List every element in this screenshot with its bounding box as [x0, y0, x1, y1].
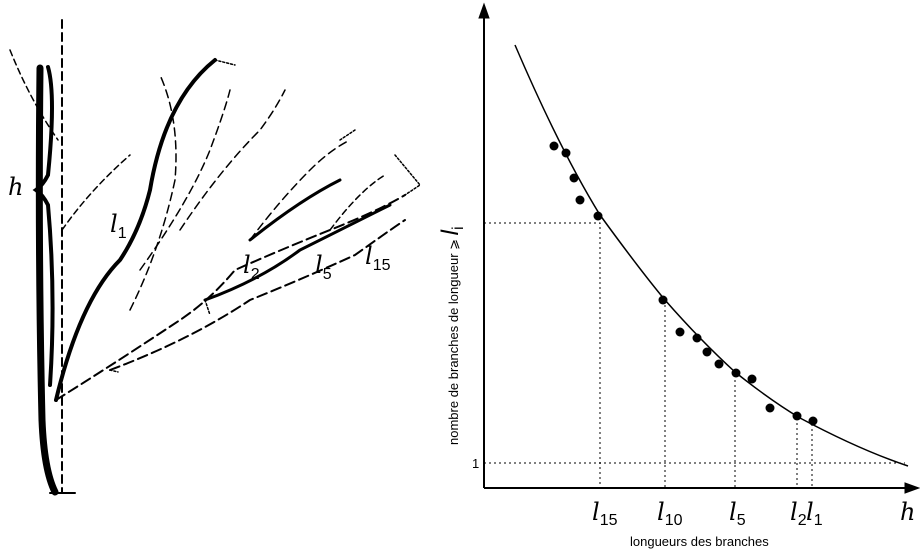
label-part: i — [450, 226, 467, 230]
branch — [248, 178, 342, 242]
label-part: l — [243, 251, 251, 279]
guides — [484, 222, 905, 488]
x-tick-label: l15 — [592, 498, 618, 529]
label-part: l — [110, 210, 118, 238]
height-label: h — [8, 173, 23, 201]
label-part: l — [806, 498, 814, 526]
label-part: l — [437, 229, 464, 235]
x-axis-label: longueurs des branches — [630, 534, 769, 549]
tree-labels: h l1 l2 l5 l15 — [8, 173, 391, 283]
branch-label: l5 — [315, 251, 332, 283]
label-part: 1 — [118, 225, 127, 242]
label-part: 5 — [737, 512, 746, 529]
fitted-curve — [514, 44, 909, 467]
label-part: l — [790, 498, 798, 526]
plot: 1 nombre de branches de longueur ⩾ li l1… — [437, 2, 920, 549]
x-arrow — [904, 482, 920, 494]
branch — [249, 139, 351, 241]
branch — [61, 154, 131, 231]
branch — [129, 74, 177, 311]
x-tick-label: l10 — [657, 498, 683, 529]
label-part: 15 — [600, 512, 618, 529]
x-tick-label: l1 — [806, 498, 823, 529]
branch — [55, 194, 406, 401]
label-part: 15 — [373, 257, 391, 274]
branch — [109, 219, 406, 371]
height-brace — [32, 65, 55, 387]
trunk — [35, 64, 59, 496]
label-part: l — [729, 498, 737, 526]
label-part: l — [365, 242, 373, 270]
label-part: h — [900, 498, 915, 526]
x-tick-label: h — [900, 498, 915, 526]
branch — [139, 89, 231, 271]
y-tick-label: 1 — [472, 456, 479, 471]
label-part: l — [657, 498, 665, 526]
branch-end — [109, 59, 422, 373]
label-part: 2 — [798, 512, 807, 529]
x-tick-label: l5 — [729, 498, 746, 529]
label-part: 1 — [814, 512, 823, 529]
tree-drawing — [9, 19, 422, 496]
branch-label: l15 — [365, 242, 391, 274]
label-part: 5 — [323, 266, 332, 283]
y-arrow — [478, 2, 490, 19]
branch — [329, 174, 386, 231]
label-part: nombre de branches de longueur ⩾ — [446, 235, 461, 445]
label-part: l — [592, 498, 600, 526]
y-axis-label: nombre de branches de longueur ⩾ li — [437, 226, 467, 445]
x-tick-label: l2 — [790, 498, 807, 529]
branch — [54, 58, 217, 402]
label-part: l — [315, 251, 323, 279]
points — [549, 141, 818, 426]
branch — [179, 89, 286, 231]
branch-label: l1 — [110, 210, 127, 242]
branch — [203, 203, 392, 302]
label-part: 2 — [251, 266, 260, 283]
branch-label: l2 — [243, 251, 260, 283]
label-part: 10 — [665, 512, 683, 529]
